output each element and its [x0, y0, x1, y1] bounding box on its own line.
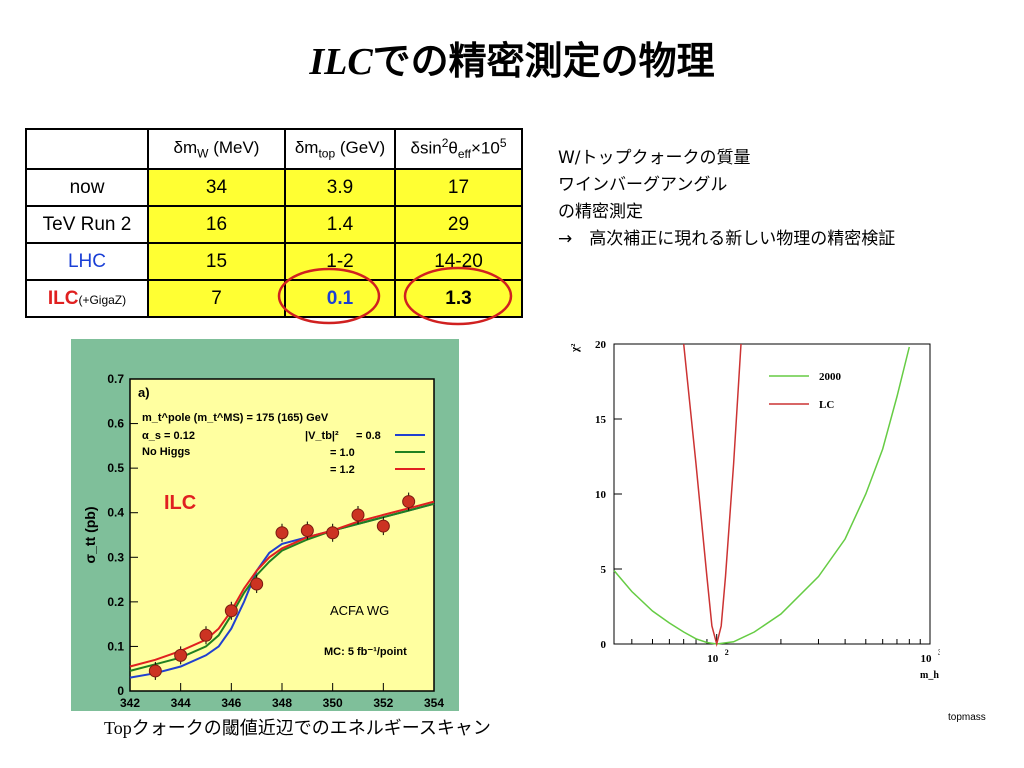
series-line [129, 502, 435, 672]
x-tick-label: 344 [171, 696, 191, 710]
row-label: TeV Run 2 [25, 205, 149, 244]
series-line [613, 346, 911, 645]
y-tick-label: 10 [595, 489, 607, 501]
data-point [351, 508, 365, 522]
table-cell: 29 [394, 205, 523, 244]
x-tick-label: 350 [323, 696, 343, 710]
x-tick-label: 352 [373, 696, 393, 710]
title-ilc: ILC [309, 41, 373, 83]
x-tick-label: 10 [921, 653, 933, 665]
table-cell-highlight: 0.1 [284, 279, 396, 318]
x-tick-label: 10 [707, 653, 719, 665]
legend-label: = 0.8 [356, 430, 381, 442]
data-point [326, 526, 340, 540]
legend-label: = 1.0 [330, 447, 355, 459]
x-tick-label: 348 [272, 696, 292, 710]
table-cell: 34 [147, 168, 286, 207]
x-tick-exponent: 2 [725, 648, 729, 657]
series-line [129, 500, 435, 668]
title-rest: での精密測定の物理 [372, 39, 715, 83]
data-point [174, 648, 188, 662]
table-cell: 17 [394, 168, 523, 207]
table-corner-cell [25, 128, 149, 170]
data-point [300, 524, 314, 538]
x-tick-label: 342 [120, 696, 140, 710]
legend-label: LC [819, 399, 834, 411]
table-row: now 34 3.9 17 [25, 168, 523, 207]
annotation-higgs: No Higgs [142, 446, 190, 458]
caption: Topクォークの閾値近辺でのエネルギースキャン [104, 718, 491, 739]
header-mtop: δmtop (GeV) [284, 128, 396, 170]
chi2-chart: 0 5 10 15 20 10 2 10 3 m_h χ² 2000 LC [569, 339, 940, 681]
annotation-mc: MC: 5 fb⁻¹/point [324, 646, 407, 658]
y-tick-label: 0.3 [107, 550, 124, 564]
measurement-table: δmW (MeV) δmtop (GeV) δsin2θeff×105 now … [25, 128, 523, 318]
page-title: ILCでの精密測定の物理 [0, 30, 1024, 85]
table-cell: 16 [147, 205, 286, 244]
row-label: LHC [25, 242, 149, 281]
footnote: topmass [948, 712, 986, 723]
threshold-scan-chart: 342 344 346 348 350 352 354 0 0.1 0.2 0.3 0.4 0.5 0.6… [71, 339, 459, 711]
table-cell-highlight: 1.3 [394, 279, 523, 318]
data-point [224, 604, 238, 618]
chart-b-frame [613, 343, 931, 645]
desc-line: の精密測定 [558, 202, 643, 222]
header-sin2theta: δsin2θeff×105 [394, 128, 523, 170]
table-cell: 15 [147, 242, 286, 281]
annotation-alpha: α_s = 0.12 [142, 430, 195, 442]
legend-label: 2000 [819, 371, 842, 383]
table-cell: 7 [147, 279, 286, 318]
y-tick-label: 0.4 [107, 506, 124, 520]
y-tick-label: 15 [595, 414, 607, 426]
data-point [148, 664, 162, 678]
annotation-ilc: ILC [164, 492, 196, 514]
data-point [250, 577, 264, 591]
desc-line: ワインバーグアングル [558, 175, 728, 195]
y-tick-label: 0 [601, 639, 607, 651]
y-tick-label: 0.7 [107, 372, 124, 386]
y-tick-label: 0.5 [107, 461, 124, 475]
header-mw: δmW (MeV) [147, 128, 286, 170]
y-tick-label: 0 [117, 684, 124, 698]
data-point [275, 526, 289, 540]
legend-title: |V_tb|² [305, 430, 339, 442]
annotation-mass: m_t^pole (m_t^MS) = 175 (165) GeV [142, 412, 329, 424]
x-axis-label: m_h [920, 670, 939, 681]
data-point [376, 519, 390, 533]
legend-label: = 1.2 [330, 464, 355, 476]
annotation-acfa: ACFA WG [330, 603, 389, 618]
y-tick-label: 20 [595, 339, 607, 351]
data-point [402, 495, 416, 509]
y-axis-label: χ² [569, 343, 581, 353]
table-cell: 1.4 [284, 205, 396, 244]
table-cell: 3.9 [284, 168, 396, 207]
table-header-row: δmW (MeV) δmtop (GeV) δsin2θeff×105 [25, 128, 523, 170]
panel-label: a) [138, 385, 150, 400]
y-tick-label: 0.6 [107, 417, 124, 431]
table-row: TeV Run 2 16 1.4 29 [25, 205, 523, 244]
data-point [199, 628, 213, 642]
series-line [682, 343, 742, 647]
y-axis-label: σ_tt (pb) [82, 506, 98, 563]
y-tick-label: 5 [601, 564, 607, 576]
row-label: now [25, 168, 149, 207]
table-cell: 1-2 [284, 242, 396, 281]
y-tick-label: 0.2 [107, 595, 124, 609]
table-cell: 14-20 [394, 242, 523, 281]
table-row: ILC(+GigaZ) 7 0.1 1.3 [25, 279, 523, 318]
x-tick-label: 354 [424, 696, 444, 710]
table-row: LHC 15 1-2 14-20 [25, 242, 523, 281]
desc-line: → 高次補正に現れる新しい物理の精密検証 [558, 229, 896, 249]
x-tick-label: 346 [221, 696, 241, 710]
desc-line: W/トップクォークの質量 [558, 148, 751, 168]
x-tick-exponent: 3 [938, 648, 940, 657]
y-tick-label: 0.1 [107, 639, 124, 653]
row-label: ILC(+GigaZ) [25, 279, 149, 318]
description-text: W/トップクォークの質量 ワインバーグアングル の精密測定 → 高次補正に現れる… [558, 145, 895, 253]
